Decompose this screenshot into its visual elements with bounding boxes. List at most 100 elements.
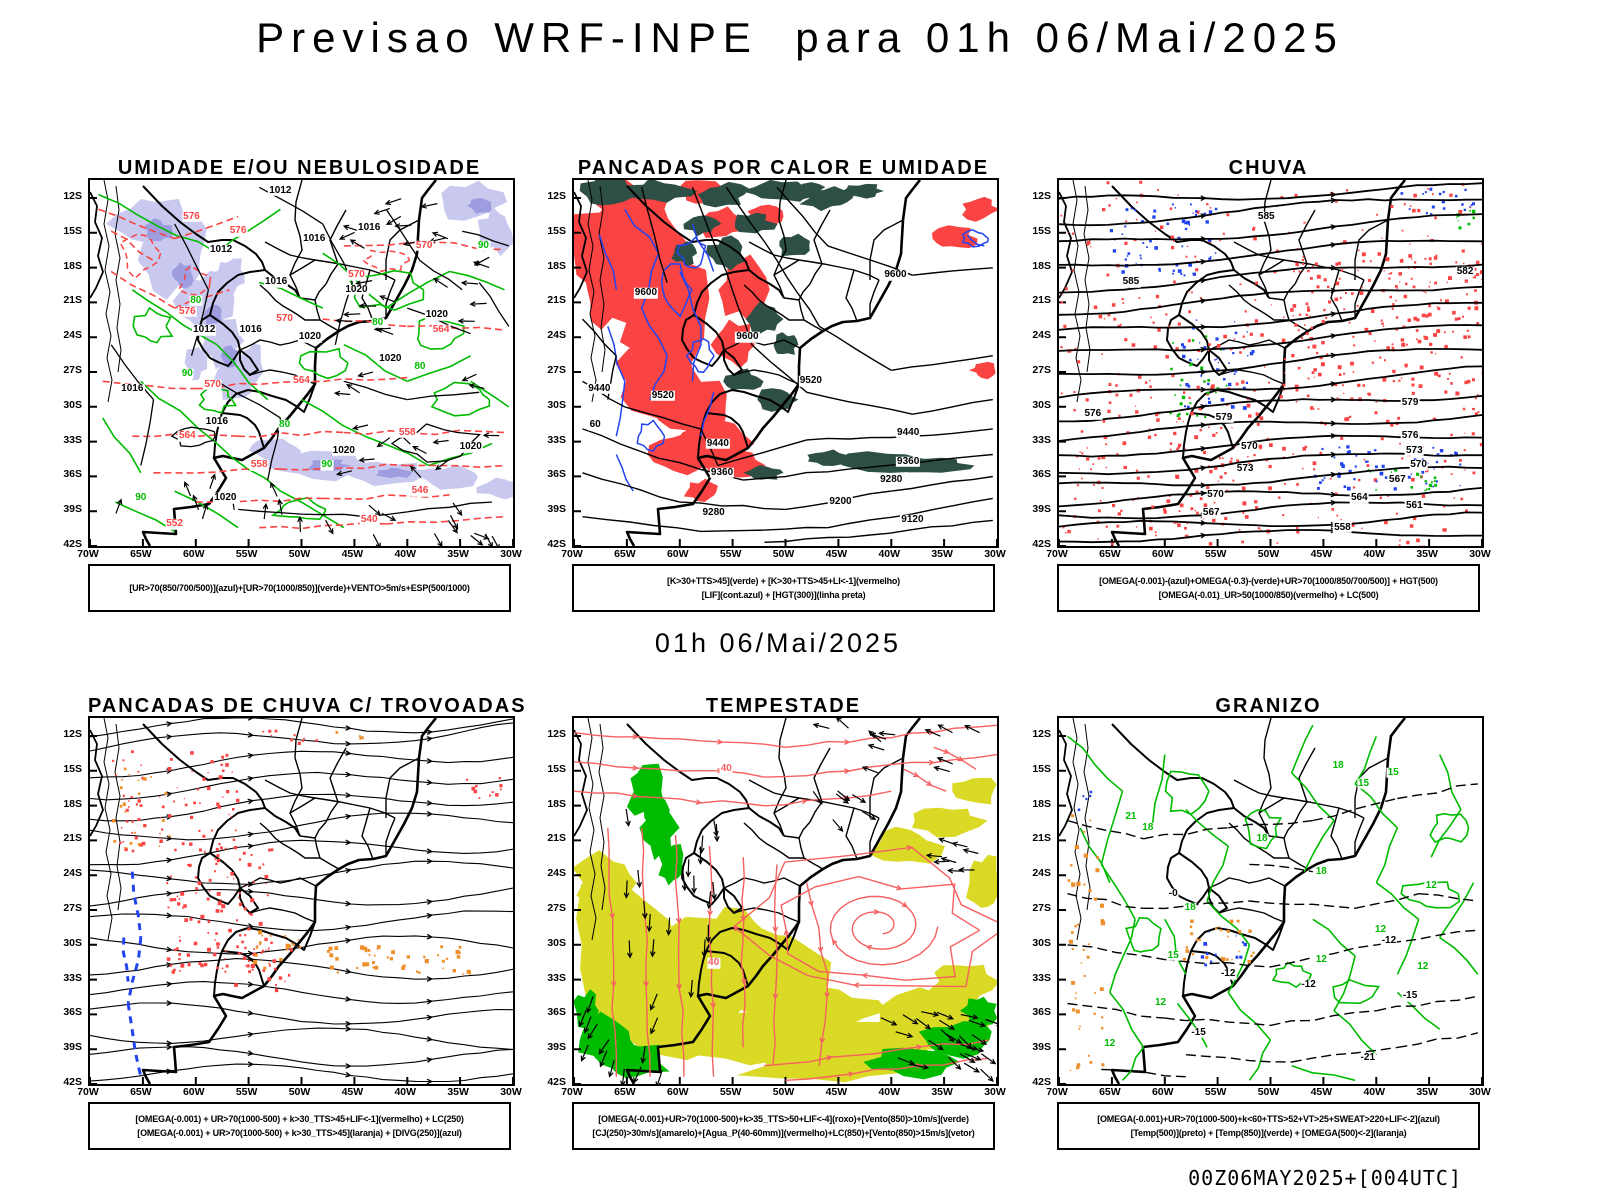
lat-tick-label: 24S — [547, 867, 566, 880]
contour-value-label: 1020 — [378, 353, 403, 365]
contour-value-label: 552 — [165, 517, 184, 530]
lat-tick-label: 15S — [547, 762, 566, 775]
lat-tick-label: 18S — [547, 259, 566, 272]
lat-tick-label: 39S — [1032, 1041, 1051, 1054]
contour-value-label: 1012 — [192, 323, 217, 336]
caption-line: [OMEGA(-0.01)_UR>50(1000/850)(vermelho) … — [1158, 590, 1379, 600]
contour-value-label: 9360 — [896, 455, 921, 468]
contour-value-label: 40 — [707, 956, 721, 969]
map-pancadas-calor-umidade: 9600 9600 9600 9520 9520 9440 9440 9440 9360 9360… — [572, 178, 999, 548]
contour-value-label: 570 — [203, 378, 222, 391]
lat-tick-label: 15S — [1032, 762, 1051, 775]
lat-tick-label: 15S — [63, 762, 82, 775]
contour-value-label: 9520 — [798, 375, 823, 387]
lat-tick-label: 18S — [1032, 797, 1051, 810]
contour-value-label: 12 — [1373, 924, 1388, 936]
lon-tick-label: 45W — [825, 1086, 848, 1098]
contour-value-label: 18 — [1255, 832, 1269, 845]
contour-value-label: 1020 — [344, 283, 369, 296]
contour-value-label: 564 — [292, 375, 311, 387]
contour-value-label: 558 — [249, 459, 269, 471]
lat-tick-label: 15S — [63, 224, 82, 237]
lat-tick-label: 33S — [547, 971, 566, 984]
contour-value-label: 1016 — [120, 382, 145, 394]
contour-value-label: 546 — [410, 484, 430, 497]
caption-line: [OMEGA(-0.001)+UR>70(1000-500)+k<60+TTS>… — [1097, 1113, 1440, 1124]
panel-tempestade: TEMPESTADE 12S 15S 18S 21S 24S 27S 30S 33S 36S 39… — [538, 670, 1006, 1200]
lon-tick-label: 60W — [666, 1086, 689, 1098]
contour-value-label: 18 — [1141, 821, 1155, 834]
lon-tick-label: 60W — [1151, 1086, 1174, 1098]
contour-value-label: 80 — [278, 418, 292, 431]
latitude-axis: 12S 15S 18S 21S 24S 27S 30S 33S 36S 39S 42S — [54, 716, 85, 1088]
contour-value-label: 1016 — [204, 415, 230, 427]
contour-value-label: 90 — [134, 492, 148, 504]
run-timestamp: 00Z06MAY2025+[004UTC] — [1188, 1166, 1462, 1190]
lon-tick-label: 45W — [1310, 1086, 1333, 1098]
lat-tick-label: 27S — [547, 902, 566, 914]
contour-value-label: 1020 — [458, 440, 483, 453]
panel-pancadas-calor-umidade: PANCADAS POR CALOR E UMIDADE 12S 15S 18S 21… — [538, 132, 1006, 672]
contour-value-label: 1012 — [209, 243, 234, 255]
lon-tick-label: 50W — [1257, 1086, 1280, 1098]
contour-value-label: 12 — [1314, 953, 1328, 965]
lat-tick-label: 36S — [63, 468, 82, 481]
lat-tick-label: 18S — [547, 797, 566, 810]
contour-value-label: 561 — [1404, 499, 1424, 511]
lon-tick-label: 30W — [984, 1086, 1006, 1098]
contour-value-label: 9280 — [879, 473, 904, 486]
lat-tick-label: 21S — [63, 832, 82, 845]
lon-tick-label: 40W — [394, 1086, 417, 1098]
lat-tick-label: 30S — [547, 398, 566, 411]
lat-tick-label: 18S — [63, 259, 82, 272]
caption-pancadas-calor-umidade: [K>30+TTS>45](verde) + [K>30+TTS>45+LI<-… — [572, 564, 995, 612]
map-chuva: 585 585 582 579 579 576 576 573 573 570 570 570 567 5… — [1057, 178, 1484, 548]
lat-tick-label: 36S — [63, 1006, 82, 1019]
panel-pancadas-chuva-trovoadas: PANCADAS DE CHUVA C/ TROVOADAS 12S 15S 18S… — [54, 670, 527, 1200]
lat-tick-label: 21S — [1032, 294, 1051, 307]
contour-value-label: 576 — [1083, 407, 1103, 420]
lon-tick-label: 65W — [130, 548, 152, 560]
contour-value-label: 80 — [189, 294, 203, 307]
lon-tick-label: 40W — [1363, 1086, 1386, 1098]
lon-tick-label: 55W — [719, 1086, 742, 1098]
map-canvas — [574, 180, 997, 546]
contour-value-label: 582 — [1455, 265, 1475, 277]
lon-tick-label: 65W — [614, 548, 636, 560]
panel-title: GRANIZO — [1215, 694, 1322, 717]
contour-value-label: 9120 — [900, 514, 925, 526]
lat-tick-label: 27S — [63, 364, 82, 376]
contour-value-label: 9520 — [650, 389, 675, 402]
contour-value-label: 1020 — [331, 444, 356, 457]
lat-tick-label: 12S — [1032, 728, 1051, 740]
panel-title: PANCADAS DE CHUVA C/ TROVOADAS — [88, 694, 527, 717]
lon-tick-label: 70W — [561, 1086, 583, 1098]
caption-granizo: [OMEGA(-0.001)+UR>70(1000-500)+k<60+TTS>… — [1057, 1102, 1480, 1150]
lon-tick-label: 55W — [719, 548, 742, 560]
page-title: Previsao WRF-INPE para 01h 06/Mai/2025 — [256, 14, 1344, 61]
caption-line: [OMEGA(-0.001)-(azul)+OMEGA(-0.3)-(verde… — [1099, 575, 1438, 586]
lat-tick-label: 42S — [547, 538, 566, 550]
map-canvas — [1059, 718, 1482, 1084]
panel-chuva: CHUVA 12S 15S 18S 21S 24S 27S 30S 33S 36S 39S 42S … — [1023, 132, 1491, 672]
lat-tick-label: 33S — [547, 433, 566, 446]
contour-value-label: 12 — [1416, 960, 1430, 973]
lat-tick-label: 24S — [547, 329, 566, 342]
lat-tick-label: 21S — [547, 832, 566, 845]
caption-line: [Temp(500)](preto) + [Temp(850)](verde) … — [1130, 1128, 1407, 1138]
contour-value-label: 12 — [1153, 997, 1168, 1009]
lat-tick-label: 18S — [63, 797, 82, 810]
caption-pancadas-chuva-trovoadas: [OMEGA(-0.001) + UR>70(1000-500) + k>30_… — [88, 1102, 511, 1150]
contour-value-label: 576 — [177, 305, 197, 317]
contour-value-label: 9280 — [701, 506, 726, 519]
contour-value-label: -12 — [1380, 935, 1398, 947]
caption-line: [CJ(250)>30m/s](amarelo)+[Agua_P(40-60mm… — [592, 1128, 975, 1138]
map-pancadas-chuva-trovoadas — [88, 716, 515, 1086]
lon-tick-label: 65W — [130, 1086, 152, 1098]
lat-tick-label: 12S — [547, 190, 566, 202]
contour-value-label: 1016 — [357, 221, 382, 233]
lon-tick-label: 55W — [235, 548, 258, 560]
contour-value-label: -12 — [1300, 978, 1317, 991]
lon-tick-label: 65W — [1099, 1086, 1121, 1098]
lat-tick-label: 36S — [1032, 468, 1051, 481]
